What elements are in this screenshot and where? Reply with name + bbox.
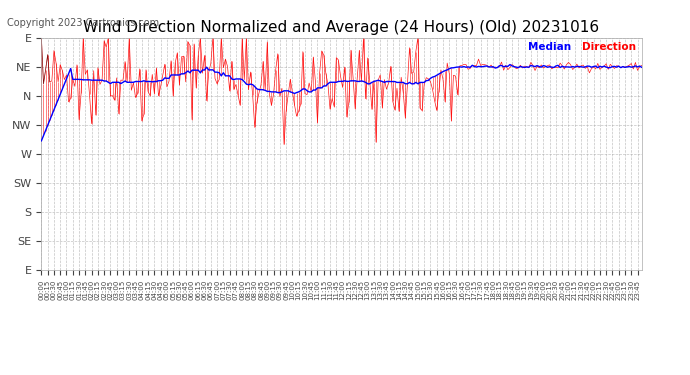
Text: Direction: Direction [582, 42, 635, 52]
Text: Median: Median [528, 42, 571, 52]
Title: Wind Direction Normalized and Average (24 Hours) (Old) 20231016: Wind Direction Normalized and Average (2… [83, 20, 600, 35]
Text: Copyright 2023 Cartronics.com: Copyright 2023 Cartronics.com [7, 18, 159, 28]
